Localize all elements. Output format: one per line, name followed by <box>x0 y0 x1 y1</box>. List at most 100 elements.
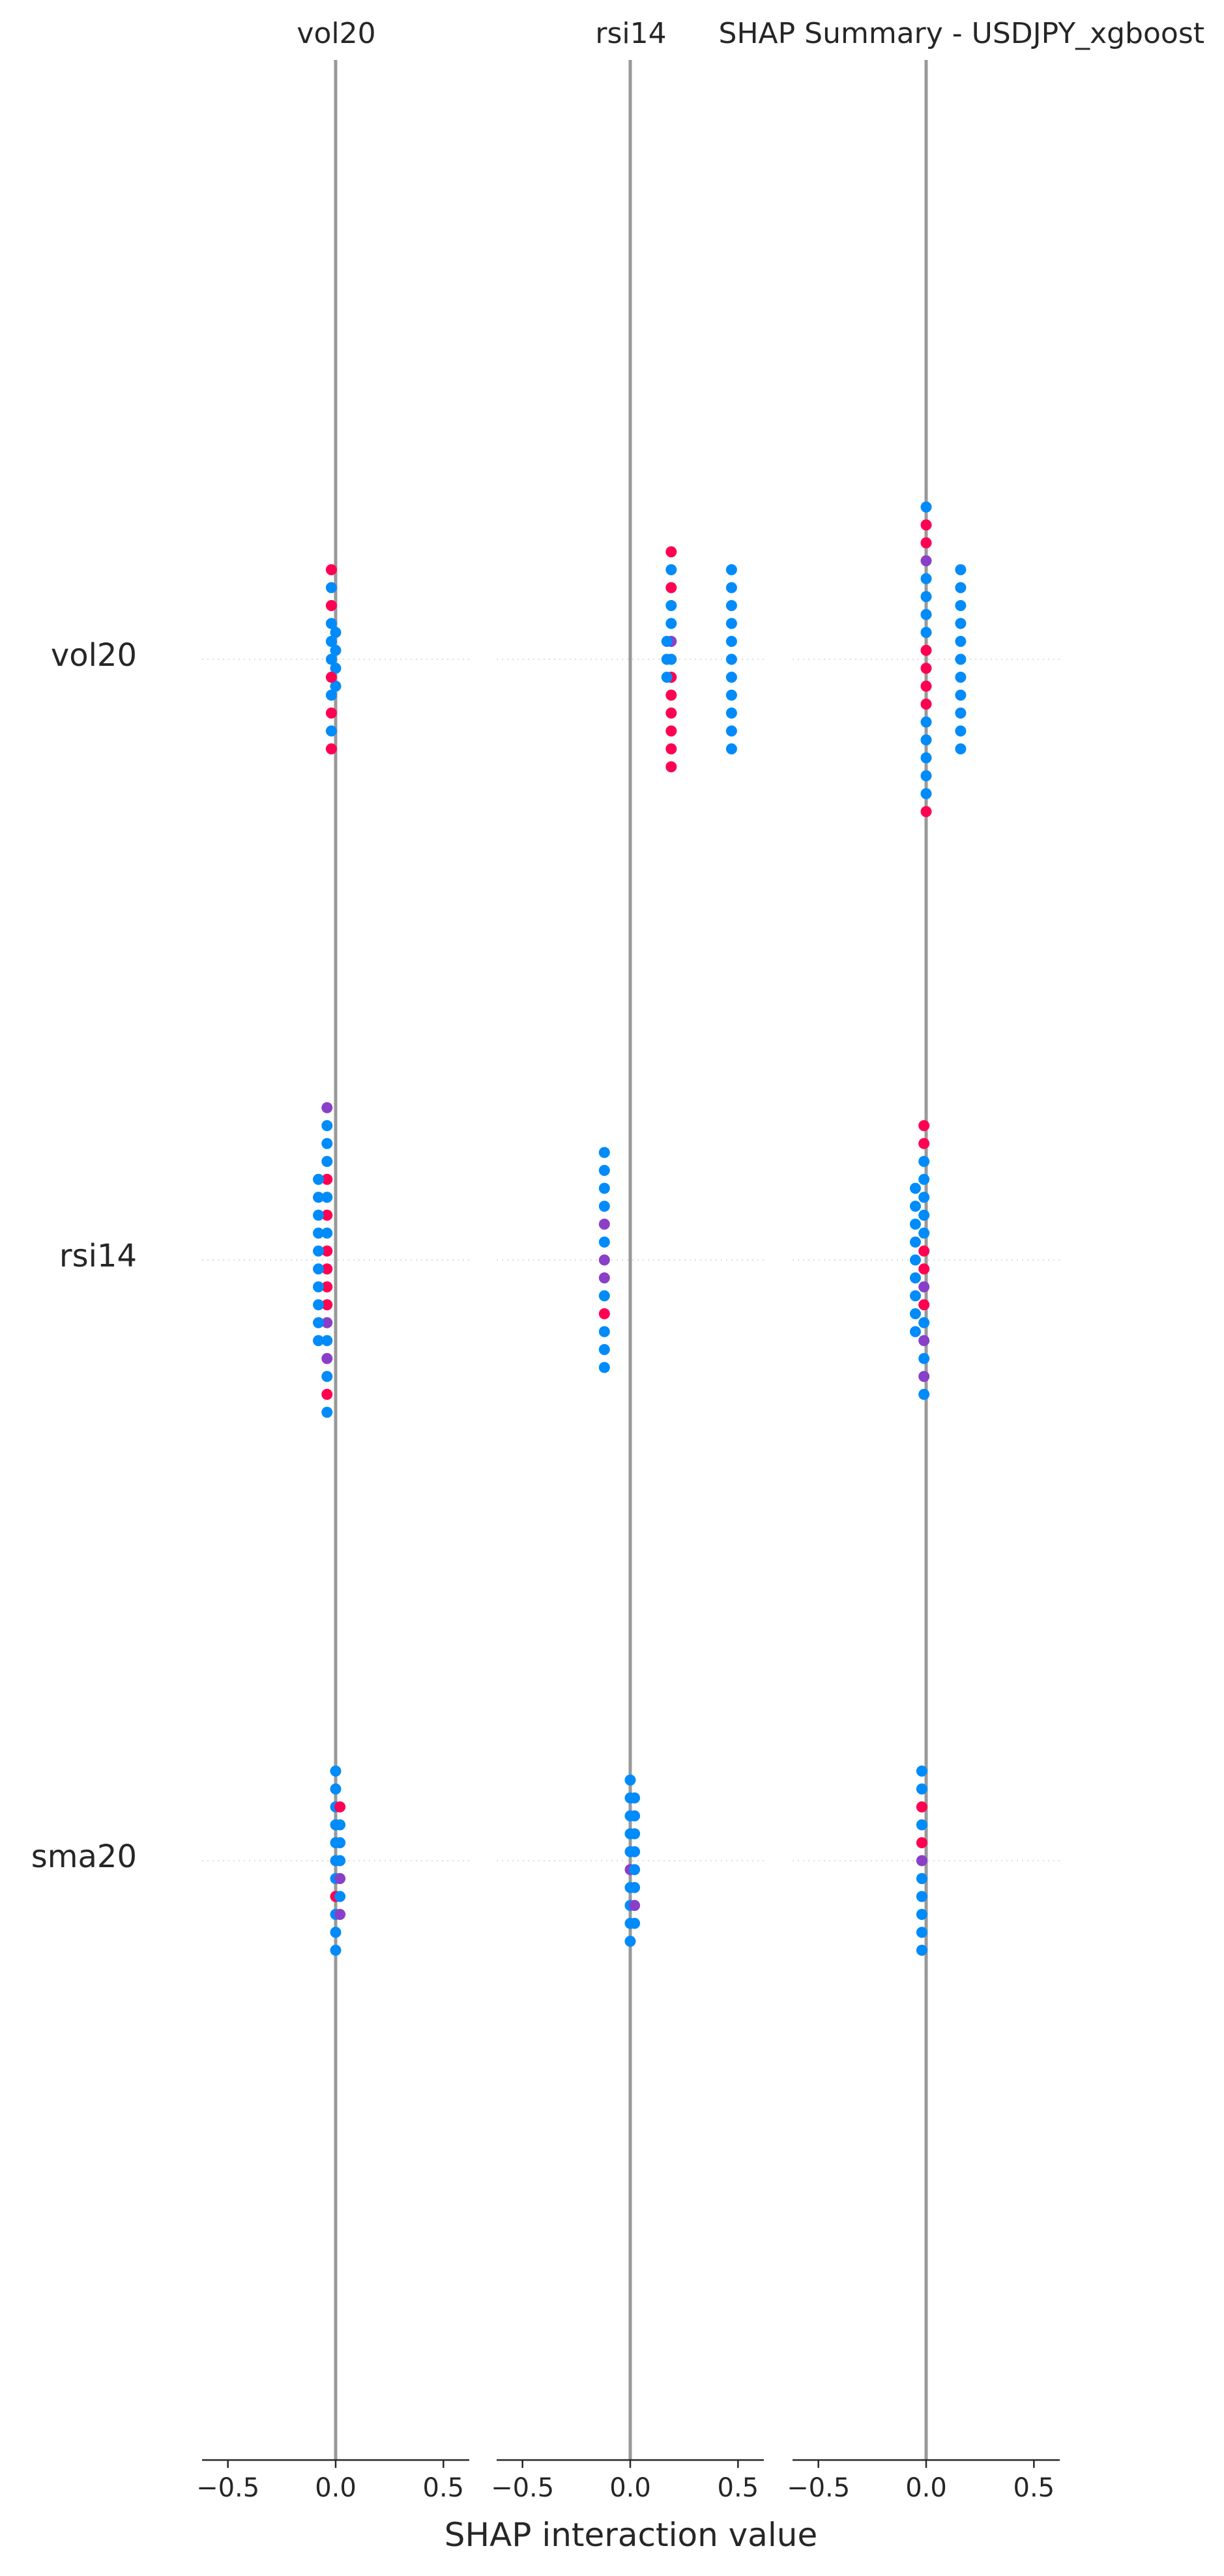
point-vol20 <box>330 627 342 638</box>
point-vol20 <box>330 644 342 656</box>
point-rsi14 <box>909 1218 921 1230</box>
point-vol20 <box>725 600 737 611</box>
point-sma20 <box>629 1900 641 1911</box>
point-rsi14 <box>598 1165 610 1176</box>
point-vol20 <box>920 698 932 710</box>
point-vol20 <box>325 689 337 701</box>
point-rsi14 <box>909 1272 921 1283</box>
point-rsi14 <box>321 1371 333 1382</box>
point-rsi14 <box>918 1317 930 1328</box>
point-sma20 <box>334 1837 346 1848</box>
point-vol20 <box>661 672 673 683</box>
point-vol20 <box>661 636 673 647</box>
point-vol20 <box>920 608 932 620</box>
point-sma20 <box>916 1909 927 1920</box>
point-vol20 <box>725 564 737 575</box>
point-rsi14 <box>321 1156 333 1167</box>
point-rsi14 <box>598 1290 610 1302</box>
point-vol20 <box>725 636 737 647</box>
point-rsi14 <box>598 1147 610 1158</box>
point-sma20 <box>334 1855 346 1867</box>
point-vol20 <box>920 555 932 567</box>
point-vol20 <box>725 618 737 629</box>
point-rsi14 <box>918 1227 930 1239</box>
point-vol20 <box>725 689 737 701</box>
point-rsi14 <box>321 1120 333 1132</box>
point-rsi14 <box>918 1245 930 1257</box>
point-sma20 <box>330 1766 342 1777</box>
point-rsi14 <box>313 1263 325 1275</box>
point-vol20 <box>325 636 337 647</box>
point-vol20 <box>920 519 932 531</box>
point-vol20 <box>665 582 677 594</box>
point-rsi14 <box>918 1209 930 1221</box>
point-sma20 <box>629 1810 641 1822</box>
point-vol20 <box>665 546 677 558</box>
point-vol20 <box>661 653 673 665</box>
point-vol20 <box>330 680 342 692</box>
point-rsi14 <box>313 1299 325 1311</box>
point-rsi14 <box>321 1138 333 1149</box>
x-tick-label: −0.5 <box>491 2473 554 2503</box>
point-rsi14 <box>918 1281 930 1293</box>
point-sma20 <box>629 1846 641 1857</box>
point-rsi14 <box>909 1182 921 1194</box>
point-vol20 <box>330 663 342 674</box>
point-vol20 <box>955 725 967 737</box>
point-vol20 <box>955 708 967 719</box>
point-rsi14 <box>598 1344 610 1355</box>
point-vol20 <box>665 564 677 575</box>
x-tick-label: 0.0 <box>609 2473 651 2503</box>
point-rsi14 <box>909 1308 921 1319</box>
panel-2: −0.5 0.0 0.5 <box>787 60 1060 2503</box>
point-rsi14 <box>918 1335 930 1347</box>
point-rsi14 <box>918 1371 930 1382</box>
point-sma20 <box>330 1945 342 1956</box>
point-vol20 <box>920 591 932 603</box>
point-sma20 <box>916 1801 927 1812</box>
point-rsi14 <box>909 1237 921 1248</box>
point-rsi14 <box>313 1245 325 1257</box>
feature-label-vol20: vol20 <box>51 637 137 674</box>
point-rsi14 <box>909 1254 921 1266</box>
point-vol20 <box>325 582 337 594</box>
point-vol20 <box>920 627 932 638</box>
x-tick-label: 0.0 <box>315 2473 357 2503</box>
point-sma20 <box>916 1891 927 1902</box>
point-vol20 <box>665 708 677 719</box>
point-rsi14 <box>313 1173 325 1185</box>
feature-label-sma20: sma20 <box>31 1839 137 1875</box>
x-tick-label: 0.5 <box>423 2473 465 2503</box>
point-sma20 <box>916 1945 927 1956</box>
point-rsi14 <box>321 1263 333 1275</box>
point-sma20 <box>629 1882 641 1893</box>
point-vol20 <box>955 653 967 665</box>
point-rsi14 <box>598 1308 610 1319</box>
panel-header-rsi14: rsi14 <box>595 17 666 50</box>
point-vol20 <box>325 743 337 754</box>
point-sma20 <box>624 1774 636 1786</box>
point-vol20 <box>325 672 337 683</box>
point-rsi14 <box>918 1263 930 1275</box>
point-rsi14 <box>321 1317 333 1328</box>
point-rsi14 <box>598 1218 610 1230</box>
point-rsi14 <box>918 1299 930 1311</box>
point-vol20 <box>725 743 737 754</box>
point-rsi14 <box>313 1209 325 1221</box>
point-rsi14 <box>598 1254 610 1266</box>
point-sma20 <box>916 1873 927 1884</box>
point-rsi14 <box>321 1352 333 1364</box>
point-vol20 <box>920 573 932 584</box>
point-rsi14 <box>321 1407 333 1418</box>
point-sma20 <box>629 1864 641 1876</box>
point-vol20 <box>920 644 932 656</box>
x-tick-label: 0.5 <box>718 2473 759 2503</box>
point-sma20 <box>916 1855 927 1867</box>
point-rsi14 <box>918 1352 930 1364</box>
point-sma20 <box>334 1873 346 1884</box>
point-rsi14 <box>321 1281 333 1293</box>
point-rsi14 <box>313 1227 325 1239</box>
point-vol20 <box>920 716 932 728</box>
point-rsi14 <box>321 1299 333 1311</box>
